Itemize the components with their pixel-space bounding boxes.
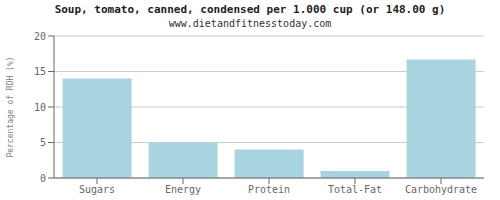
svg-text:0: 0	[40, 173, 46, 184]
html-text:Soup, tomato, canned, condense: Soup, tomato, canned, condensed per 1.00…	[54, 3, 446, 16]
svg-text:20: 20	[34, 31, 46, 42]
svg-text:Total-Fat: Total-Fat	[328, 184, 382, 195]
svg-text:Carbohydrate: Carbohydrate	[405, 184, 477, 195]
svg-text:15: 15	[34, 66, 46, 77]
svg-text:Sugars: Sugars	[79, 184, 115, 195]
svg-text:10: 10	[34, 102, 46, 113]
html-text:www.dietandfitnesstoday.com: www.dietandfitnesstoday.com	[168, 18, 332, 29]
svg-text:Percentage of RDH (%): Percentage of RDH (%)	[8, 56, 15, 157]
svg-text:Protein: Protein	[248, 184, 290, 195]
svg-text:Energy: Energy	[165, 184, 201, 195]
svg-text:5: 5	[40, 137, 46, 148]
